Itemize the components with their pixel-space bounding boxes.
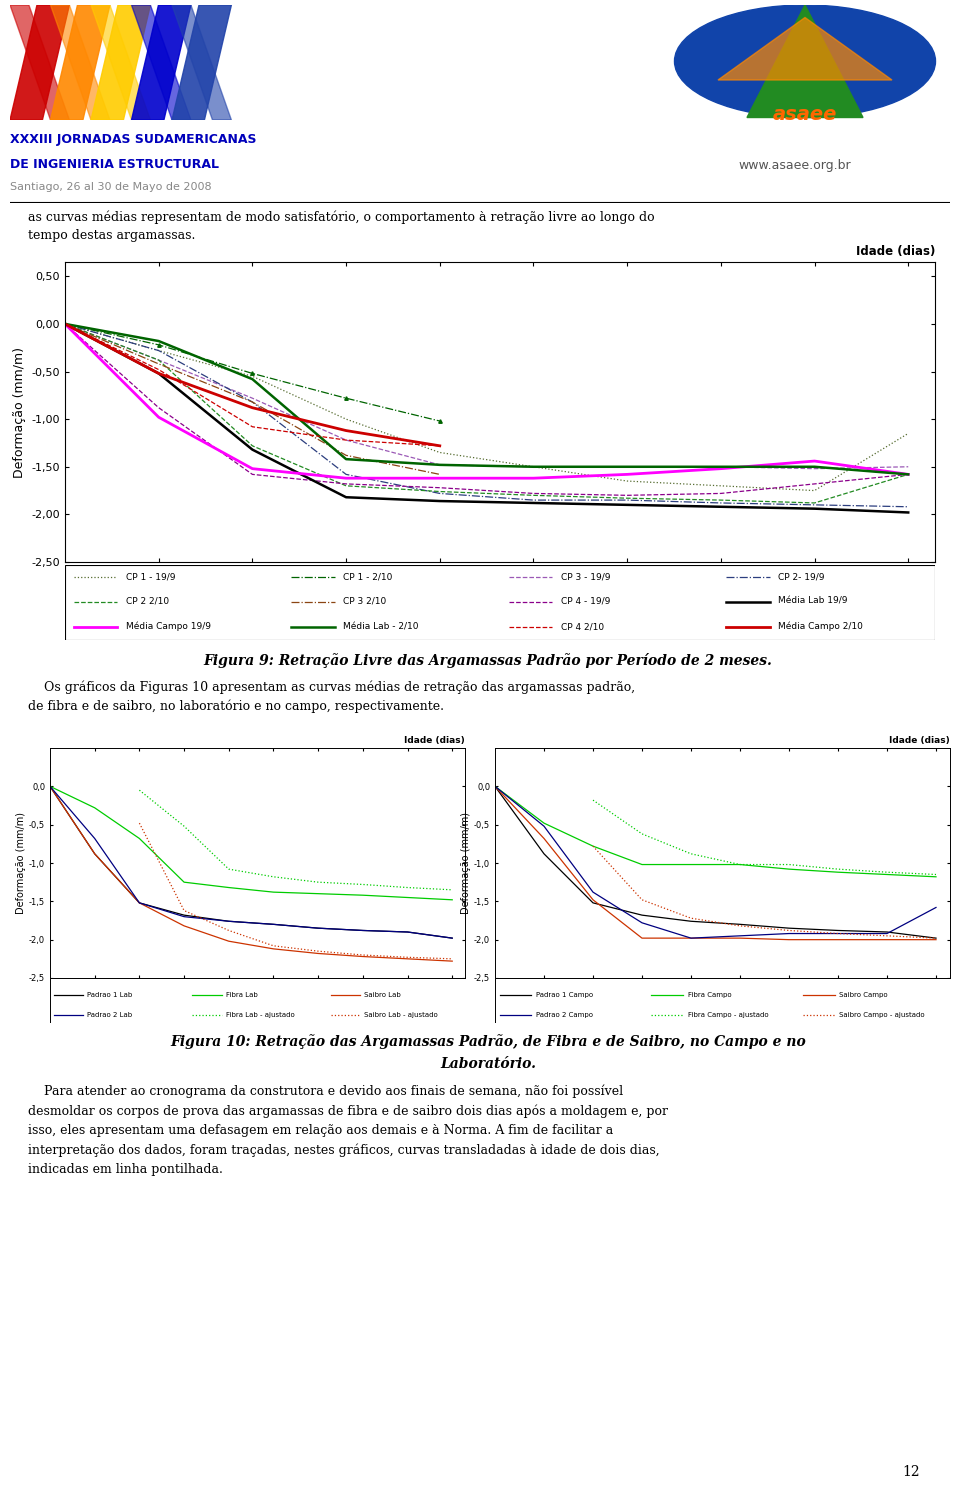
Text: www.asaee.org.br: www.asaee.org.br [738,159,852,171]
FancyBboxPatch shape [50,977,465,1022]
Text: CP 1 - 19/9: CP 1 - 19/9 [126,573,176,582]
Text: Saibro Campo - ajustado: Saibro Campo - ajustado [839,1012,924,1018]
Text: Padrao 2 Lab: Padrao 2 Lab [87,1012,132,1018]
Text: Idade (dias): Idade (dias) [404,736,465,745]
Text: Para atender ao cronograma da construtora e devido aos finais de semana, não foi: Para atender ao cronograma da construtor… [28,1085,668,1177]
Text: Padrao 1 Lab: Padrao 1 Lab [87,992,132,998]
Text: CP 3 2/10: CP 3 2/10 [344,597,387,606]
Circle shape [675,4,935,117]
Text: as curvas médias representam de modo satisfatório, o comportamento à retração li: as curvas médias representam de modo sat… [28,210,655,243]
Polygon shape [51,4,109,120]
Text: Média Campo 2/10: Média Campo 2/10 [779,622,863,631]
Text: CP 4 2/10: CP 4 2/10 [561,622,604,631]
Text: Laboratório.: Laboratório. [440,1057,536,1070]
FancyBboxPatch shape [495,977,950,1022]
Polygon shape [91,4,151,120]
FancyBboxPatch shape [65,565,935,640]
Polygon shape [172,4,231,120]
Polygon shape [132,4,191,120]
Text: XXXIII JORNADAS SUDAMERICANAS: XXXIII JORNADAS SUDAMERICANAS [10,133,256,147]
Text: 12: 12 [902,1466,921,1480]
Y-axis label: Deformação (mm/m): Deformação (mm/m) [12,346,26,478]
Polygon shape [10,4,69,120]
Text: CP 2 2/10: CP 2 2/10 [126,597,169,606]
Text: Santiago, 26 al 30 de Mayo de 2008: Santiago, 26 al 30 de Mayo de 2008 [10,183,211,192]
Polygon shape [51,4,109,120]
Text: DE INGENIERIA ESTRUCTURAL: DE INGENIERIA ESTRUCTURAL [10,157,219,171]
Text: Fibra Campo - ajustado: Fibra Campo - ajustado [687,1012,768,1018]
Text: Fibra Lab - ajustado: Fibra Lab - ajustado [226,1012,295,1018]
Text: Padrao 1 Campo: Padrao 1 Campo [536,992,593,998]
Text: Os gráficos da Figuras 10 apresentam as curvas médias de retração das argamassas: Os gráficos da Figuras 10 apresentam as … [28,681,636,714]
Text: Fibra Lab: Fibra Lab [226,992,257,998]
Text: Idade (dias): Idade (dias) [889,736,950,745]
Text: CP 3 - 19/9: CP 3 - 19/9 [561,573,611,582]
Text: CP 4 - 19/9: CP 4 - 19/9 [561,597,611,606]
Text: Média Campo 19/9: Média Campo 19/9 [126,622,211,631]
Polygon shape [747,4,863,117]
Text: asaee: asaee [773,105,837,124]
Text: Média Lab 19/9: Média Lab 19/9 [779,597,848,606]
Text: Padrao 2 Campo: Padrao 2 Campo [536,1012,593,1018]
Text: Saibro Campo: Saibro Campo [839,992,888,998]
Polygon shape [718,18,892,79]
Text: CP 2- 19/9: CP 2- 19/9 [779,573,825,582]
Polygon shape [91,4,151,120]
Text: Figura 10: Retração das Argamassas Padrão, de Fibra e de Saibro, no Campo e no: Figura 10: Retração das Argamassas Padrã… [170,1034,805,1049]
Text: Fibra Campo: Fibra Campo [687,992,732,998]
Text: Figura 9: Retração Livre das Argamassas Padrão por Período de 2 meses.: Figura 9: Retração Livre das Argamassas … [204,652,773,667]
Text: Saibro Lab - ajustado: Saibro Lab - ajustado [364,1012,438,1018]
Y-axis label: Deformação (mm/m): Deformação (mm/m) [16,812,26,914]
Text: Idade (dias): Idade (dias) [855,244,935,258]
Y-axis label: Deformação (mm/m): Deformação (mm/m) [461,812,471,914]
Polygon shape [172,4,231,120]
Polygon shape [132,4,191,120]
Text: Saibro Lab: Saibro Lab [364,992,400,998]
Polygon shape [10,4,69,120]
Text: Média Lab - 2/10: Média Lab - 2/10 [344,622,419,631]
Text: CP 1 - 2/10: CP 1 - 2/10 [344,573,393,582]
